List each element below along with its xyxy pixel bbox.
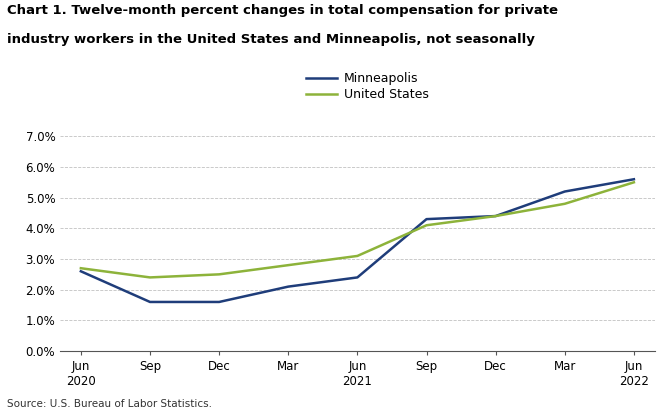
Minneapolis	[353, 275, 361, 280]
Minneapolis	[630, 177, 638, 182]
Text: Source: U.S. Bureau of Labor Statistics.: Source: U.S. Bureau of Labor Statistics.	[7, 399, 212, 409]
United States	[560, 201, 568, 206]
United States	[77, 266, 85, 271]
United States	[215, 272, 223, 277]
Minneapolis	[215, 299, 223, 304]
United States	[630, 180, 638, 185]
United States	[285, 263, 293, 268]
United States	[422, 223, 430, 228]
Minneapolis	[77, 269, 85, 274]
Line: United States: United States	[81, 182, 634, 278]
Minneapolis	[492, 214, 500, 218]
Minneapolis	[560, 189, 568, 194]
Line: Minneapolis: Minneapolis	[81, 179, 634, 302]
Text: industry workers in the United States and Minneapolis, not seasonally: industry workers in the United States an…	[7, 33, 534, 46]
United States	[146, 275, 154, 280]
Legend: Minneapolis, United States: Minneapolis, United States	[306, 72, 429, 102]
United States	[353, 254, 361, 259]
Text: Chart 1. Twelve-month percent changes in total compensation for private: Chart 1. Twelve-month percent changes in…	[7, 4, 558, 17]
Minneapolis	[146, 299, 154, 304]
Minneapolis	[285, 284, 293, 289]
Minneapolis	[422, 217, 430, 222]
United States	[492, 214, 500, 218]
